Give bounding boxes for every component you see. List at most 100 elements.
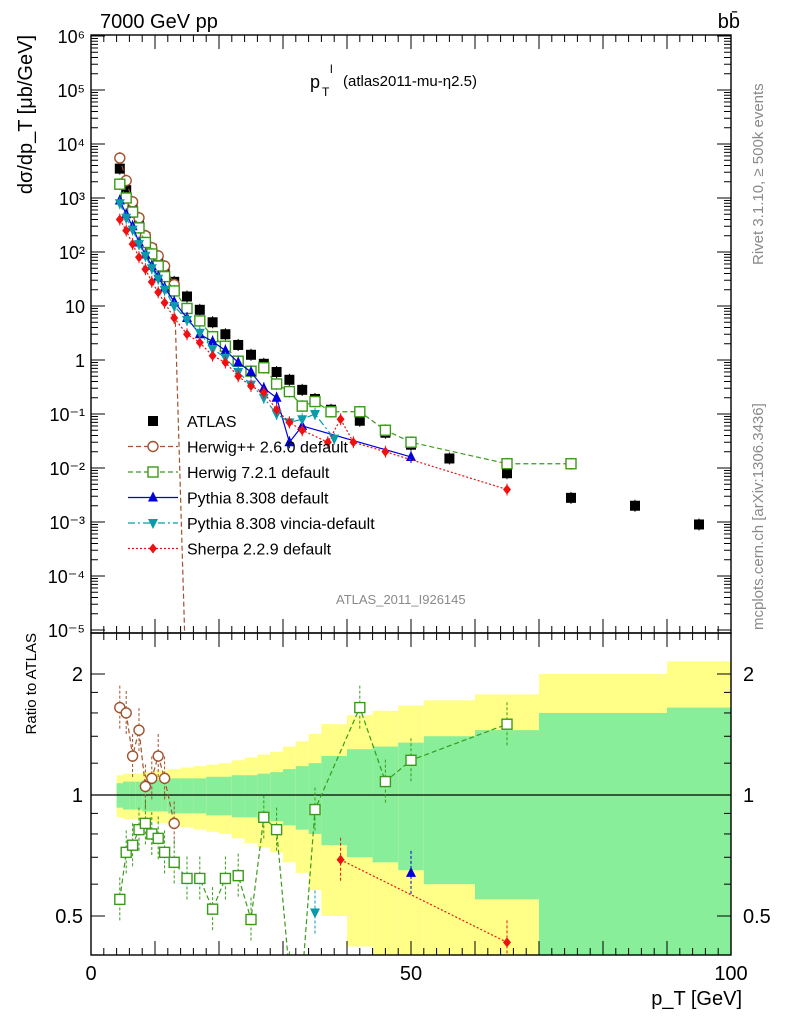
data-point bbox=[297, 384, 308, 395]
y-tick-label: 10⁻⁴ bbox=[48, 567, 85, 587]
mcplots-label: mcplots.cern.ch [arXiv:1306.3436] bbox=[750, 403, 767, 630]
data-point bbox=[325, 406, 337, 418]
data-point bbox=[272, 404, 281, 415]
ratio-point bbox=[139, 817, 152, 830]
data-point bbox=[220, 329, 231, 340]
legend-entry: Herwig 7.2.1 default bbox=[187, 465, 330, 482]
process-label: bb̄ bbox=[718, 10, 740, 33]
x-tick-label: 100 bbox=[714, 963, 747, 985]
ratio-y-tick-label: 1 bbox=[72, 785, 83, 807]
data-point bbox=[134, 240, 144, 251]
ratio-point bbox=[245, 913, 257, 926]
y-tick-label: 10² bbox=[59, 243, 85, 263]
legend: ATLAS Herwig++ 2.6.0 default Herwig 7.2.1 … bbox=[128, 414, 375, 559]
legend-entry: Pythia 8.308 vincia-default bbox=[187, 516, 375, 533]
band-inner bbox=[193, 778, 207, 814]
data-point bbox=[121, 185, 132, 196]
ratio-y-tick-label: 0.5 bbox=[55, 906, 83, 928]
data-point bbox=[270, 378, 283, 390]
y-tick-label: 10⁻⁵ bbox=[48, 621, 85, 641]
svg-text:T: T bbox=[322, 85, 330, 99]
data-point bbox=[194, 304, 205, 315]
data-point bbox=[182, 316, 192, 327]
band-inner bbox=[321, 756, 347, 846]
data-point bbox=[135, 252, 143, 263]
data-point bbox=[284, 374, 295, 385]
data-point bbox=[381, 446, 390, 457]
data-point bbox=[154, 287, 163, 298]
data-point bbox=[168, 285, 180, 297]
band-inner bbox=[231, 775, 245, 818]
data-point bbox=[247, 381, 255, 392]
energy-label: 7000 GeV pp bbox=[100, 11, 218, 33]
y-tick-label: 10⁻³ bbox=[49, 513, 85, 533]
ratio-point bbox=[158, 846, 171, 859]
data-point bbox=[246, 349, 256, 360]
ratio-point bbox=[219, 872, 232, 885]
data-point bbox=[297, 415, 308, 426]
ratio-point bbox=[309, 803, 321, 816]
ratio-data-layer bbox=[114, 685, 513, 955]
data-point bbox=[285, 417, 294, 428]
y-tick-label: 1 bbox=[75, 351, 85, 371]
data-point bbox=[406, 450, 416, 461]
ratio-point bbox=[194, 872, 206, 885]
data-point bbox=[114, 178, 126, 190]
data-point bbox=[444, 453, 455, 464]
ratio-point bbox=[258, 811, 270, 824]
ratio-point bbox=[133, 724, 145, 736]
data-point bbox=[284, 436, 295, 447]
data-point bbox=[141, 264, 150, 275]
data-point bbox=[194, 315, 206, 327]
ratio-y-tick-label: 0.5 bbox=[743, 906, 771, 928]
plot-title: p T l (atlas2011-mu-η2.5) bbox=[310, 62, 477, 99]
y-tick-label: 10⁴ bbox=[57, 135, 85, 155]
ratio-point bbox=[379, 775, 392, 788]
y-tick-label: 10⁻² bbox=[49, 459, 85, 479]
data-point bbox=[182, 291, 192, 302]
data-point bbox=[234, 371, 243, 382]
band-inner bbox=[244, 775, 258, 818]
data-point bbox=[221, 357, 230, 368]
data-point bbox=[159, 285, 170, 296]
data-point bbox=[630, 500, 640, 511]
data-point bbox=[258, 362, 270, 374]
svg-text:l: l bbox=[330, 62, 333, 76]
data-point bbox=[566, 492, 576, 503]
data-point bbox=[169, 302, 180, 312]
axis-ticks: 10⁻⁵ 10⁻⁴ 10⁻³ 10⁻² 10⁻¹ 1 10 10² 10³ 10⁴ 10⁵ 10⁶ 0 5… bbox=[48, 27, 771, 985]
ratio-bands bbox=[116, 661, 731, 955]
data-point bbox=[153, 274, 164, 285]
data-point bbox=[114, 152, 126, 164]
data-point bbox=[220, 344, 231, 355]
data-point bbox=[208, 350, 217, 361]
data-point bbox=[503, 484, 511, 495]
ratio-y-tick-label: 2 bbox=[743, 664, 754, 686]
data-point bbox=[502, 468, 512, 479]
legend-marker bbox=[147, 440, 159, 453]
ratio-point bbox=[406, 866, 416, 877]
data-point bbox=[246, 365, 256, 376]
ratio-point bbox=[133, 823, 145, 836]
legend-entry: Herwig++ 2.6.0 default bbox=[187, 440, 349, 457]
data-point bbox=[258, 393, 269, 404]
ratio-line bbox=[119, 707, 175, 824]
ratio-point bbox=[158, 772, 171, 785]
ratio-xlabel: p_T [GeV] bbox=[651, 988, 742, 1010]
ratio-point bbox=[168, 856, 180, 869]
band-inner bbox=[167, 778, 181, 814]
data-point bbox=[349, 437, 358, 448]
legend-entry: ATLAS bbox=[187, 414, 237, 431]
ratio-y-tick-label: 1 bbox=[743, 785, 754, 807]
legend-marker bbox=[148, 491, 158, 502]
data-point bbox=[354, 415, 365, 426]
data-point bbox=[207, 335, 218, 346]
ratio-point bbox=[120, 846, 132, 859]
ratio-point bbox=[114, 893, 126, 906]
data-point bbox=[160, 297, 169, 308]
svg-text:p: p bbox=[310, 72, 320, 92]
band-inner bbox=[161, 779, 168, 812]
x-tick-label: 0 bbox=[85, 963, 96, 985]
analysis-label: ATLAS_2011_I926145 bbox=[336, 592, 466, 607]
